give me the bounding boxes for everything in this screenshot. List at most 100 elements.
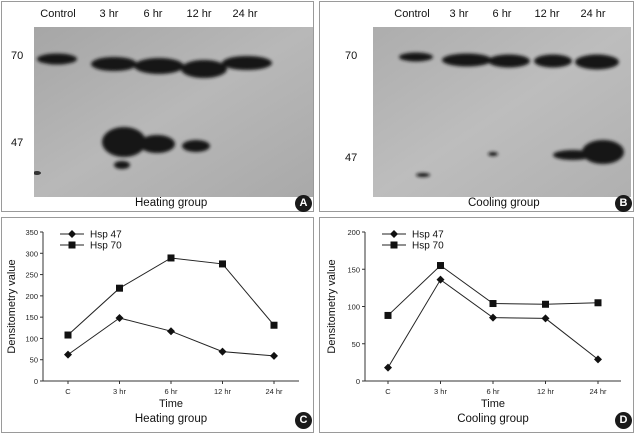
- lane-label-24hr: 24 hr: [232, 8, 258, 20]
- lane-label-3hr: 3 hr: [99, 8, 119, 20]
- band-70-control: [399, 52, 433, 62]
- y-tick-label: 0: [34, 377, 38, 386]
- panel-c: 0 50 100 150 200 250 300 350 C 3 hr 6 hr 12 hr 24 hr…: [1, 217, 314, 433]
- band-70-6hr: [134, 58, 184, 74]
- legend-label: Hsp 70: [412, 241, 444, 252]
- series-line: [67, 257, 275, 336]
- y-tick-label: 250: [25, 271, 38, 280]
- series-hsp70: [64, 254, 278, 339]
- series-hsp70: [384, 262, 602, 319]
- lane-label-control: Control: [394, 8, 430, 20]
- y-tick-label: 50: [30, 356, 38, 365]
- data-point: [115, 313, 124, 322]
- x-tick-label: 24 hr: [265, 387, 283, 396]
- series-line: [387, 278, 599, 368]
- data-point: [116, 284, 123, 292]
- legend-label: Hsp 47: [412, 230, 444, 241]
- chart-caption: Heating group: [135, 413, 207, 425]
- data-point: [384, 311, 392, 319]
- data-point: [384, 363, 392, 372]
- lane-label-24hr: 24 hr: [580, 8, 606, 20]
- panel-b: Control 3 hr 6 hr 12 hr 24 hr 70 47 Cool…: [319, 1, 634, 212]
- data-point: [489, 300, 497, 308]
- legend-marker: [68, 241, 76, 249]
- x-axis-title: Time: [159, 398, 183, 410]
- legend-marker: [390, 230, 398, 238]
- band-70-24hr: [222, 56, 272, 70]
- legend-marker: [390, 241, 398, 249]
- band-70-24hr: [575, 54, 619, 70]
- band-70-control: [37, 53, 77, 65]
- lane-label-12hr: 12 hr: [534, 8, 560, 20]
- band-70-6hr: [488, 54, 530, 68]
- panel-letter-b: B: [615, 195, 632, 212]
- band-47-6hr: [139, 135, 175, 153]
- marker-47: 47: [345, 152, 358, 164]
- panel-a: Control 3 hr 6 hr 12 hr 24 hr 70 47 Heat…: [1, 1, 314, 212]
- band-47-24hr: [582, 140, 624, 164]
- data-point: [541, 314, 550, 323]
- x-tick-label: C: [385, 387, 391, 396]
- x-tick-label: 6 hr: [165, 387, 178, 396]
- panel-letter-a: A: [295, 195, 312, 212]
- series-line: [387, 264, 599, 316]
- band-47-12hr: [182, 140, 210, 152]
- data-point: [437, 262, 444, 270]
- marker-70: 70: [11, 50, 24, 62]
- data-point: [64, 331, 72, 339]
- marker-47: 47: [11, 137, 24, 149]
- band-47-6hr: [488, 152, 498, 156]
- y-tick-label: 100: [25, 334, 38, 343]
- y-tick-label: 350: [25, 228, 38, 237]
- x-tick-label: 3 hr: [113, 387, 126, 396]
- y-tick-label: 50: [352, 340, 360, 349]
- blot-image-heating: [34, 27, 313, 197]
- x-axis-title: Time: [481, 398, 505, 410]
- y-tick-label: 150: [347, 265, 360, 274]
- data-point: [489, 313, 497, 322]
- lane-label-6hr: 6 hr: [143, 8, 163, 20]
- data-point: [594, 355, 602, 364]
- marker-70: 70: [345, 50, 358, 62]
- chart-caption: Cooling group: [457, 413, 529, 425]
- y-axis-title: Densitometry value: [326, 259, 338, 353]
- x-tick-label: 12 hr: [214, 387, 232, 396]
- band-47-3hr: [102, 127, 146, 157]
- data-point: [218, 347, 227, 356]
- data-point: [219, 260, 226, 268]
- y-axis-title: Densitometry value: [6, 259, 18, 353]
- caption-cooling-group: Cooling group: [468, 197, 540, 209]
- panel-d: 0 50 100 150 200 C 3 hr 6 hr 12 hr 24 hr Hsp 47 Hsp…: [319, 217, 634, 433]
- x-tick-label: 12 hr: [537, 387, 555, 396]
- band-70-12hr: [181, 60, 227, 78]
- y-tick-label: 200: [25, 292, 38, 301]
- series-hsp47: [64, 313, 278, 360]
- data-point: [167, 327, 175, 336]
- chart-heating: 0 50 100 150 200 250 300 350 C 3 hr 6 hr 12 hr 24 hr…: [6, 228, 299, 425]
- data-point: [270, 321, 278, 329]
- y-tick-label: 200: [347, 228, 360, 237]
- lane-label-12hr: 12 hr: [186, 8, 212, 20]
- data-point: [270, 351, 278, 360]
- caption-heating-group: Heating group: [135, 197, 208, 209]
- data-point: [542, 300, 549, 308]
- x-tick-label: 6 hr: [487, 387, 500, 396]
- y-tick-label: 0: [356, 377, 360, 386]
- x-tick-label: C: [65, 387, 71, 396]
- series-hsp47: [384, 275, 602, 372]
- data-point: [436, 275, 445, 284]
- chart-cooling: 0 50 100 150 200 C 3 hr 6 hr 12 hr 24 hr Hsp 47Hsp…: [326, 228, 621, 425]
- data-point: [64, 350, 72, 359]
- x-tick-label: 3 hr: [434, 387, 447, 396]
- band-70-3hr: [91, 57, 137, 71]
- y-tick-label: 100: [347, 303, 360, 312]
- legend-label: Hsp 70: [90, 241, 122, 252]
- y-tick-label: 300: [25, 249, 38, 258]
- blot-image-cooling: [373, 27, 631, 197]
- x-tick-label: 24 hr: [589, 387, 607, 396]
- y-tick-label: 150: [25, 313, 38, 322]
- data-point: [594, 299, 602, 307]
- panel-letter-c: C: [295, 412, 312, 429]
- lane-label-3hr: 3 hr: [449, 8, 469, 20]
- lane-label-6hr: 6 hr: [492, 8, 512, 20]
